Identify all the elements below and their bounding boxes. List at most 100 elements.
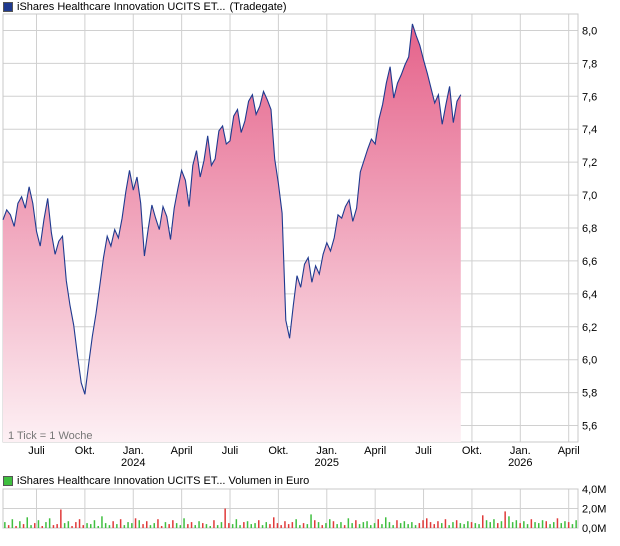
x-year-label: 2026 <box>508 457 532 469</box>
volume-bar <box>452 522 454 528</box>
volume-bar <box>190 522 193 528</box>
price-y-tick-label: 5,8 <box>582 388 597 400</box>
volume-bar <box>362 522 365 528</box>
volume-bar <box>78 519 81 528</box>
volume-bar <box>295 519 297 528</box>
x-tick-label: Jan. <box>123 445 144 457</box>
volume-bar <box>343 525 346 528</box>
volume-bar <box>123 525 126 528</box>
volume-bar <box>45 522 47 528</box>
x-tick-label: Okt. <box>268 445 288 457</box>
x-tick-label: April <box>558 445 580 457</box>
volume-y-tick-label: 0,0M <box>582 523 606 535</box>
volume-bar <box>332 521 335 528</box>
price-y-tick-label: 7,0 <box>582 190 597 202</box>
volume-chart-title: iShares Healthcare Innovation UCITS ET..… <box>17 475 310 487</box>
x-year-label: 2025 <box>315 457 339 469</box>
volume-bar <box>355 520 357 528</box>
volume-bar <box>273 517 275 528</box>
volume-bar <box>463 524 465 528</box>
volume-bar <box>403 521 406 528</box>
x-tick-label: April <box>364 445 386 457</box>
volume-bar <box>37 520 40 528</box>
x-year-label: 2024 <box>121 457 145 469</box>
volume-bar <box>228 523 230 528</box>
volume-bar <box>198 521 200 528</box>
volume-bar <box>508 516 510 528</box>
volume-bar <box>444 519 447 528</box>
volume-bar <box>243 522 245 528</box>
volume-bar <box>187 524 189 528</box>
volume-bar <box>377 519 379 528</box>
volume-bar <box>470 522 473 528</box>
volume-bar <box>119 519 122 528</box>
volume-bar <box>429 522 432 528</box>
price-y-tick-label: 7,8 <box>582 58 597 70</box>
volume-bar <box>41 526 43 528</box>
volume-bar <box>153 523 155 528</box>
volume-bar <box>265 522 267 528</box>
volume-bar <box>146 521 148 528</box>
volume-bar <box>254 523 256 528</box>
volume-bar <box>336 524 338 528</box>
volume-bar <box>93 520 96 528</box>
price-y-tick-label: 7,2 <box>582 157 597 169</box>
volume-bar <box>329 519 331 528</box>
volume-bar <box>541 520 544 528</box>
price-y-tick-label: 6,4 <box>582 289 597 301</box>
volume-bar <box>459 523 462 528</box>
volume-bar <box>478 524 480 528</box>
volume-bar <box>160 526 163 528</box>
volume-bar <box>30 525 32 528</box>
volume-bar <box>306 524 309 528</box>
volume-bar <box>366 521 368 528</box>
volume-bar <box>216 525 219 528</box>
x-tick-label: Juli <box>222 445 239 457</box>
volume-bar <box>504 511 506 528</box>
volume-bar <box>127 522 129 528</box>
volume-bar <box>534 522 536 528</box>
x-tick-label: April <box>171 445 193 457</box>
price-line <box>2 23 462 395</box>
volume-bar <box>437 521 439 528</box>
x-tick-label: Juli <box>415 445 432 457</box>
volume-bar <box>485 520 488 528</box>
volume-bar <box>399 523 402 528</box>
price-chart-title: iShares Healthcare Innovation UCITS ET..… <box>17 1 226 13</box>
volume-bar <box>467 521 469 528</box>
volume-bar <box>209 526 211 528</box>
volume-bar <box>553 522 555 528</box>
volume-bar <box>388 522 391 528</box>
volume-bar <box>22 524 25 528</box>
volume-bar <box>500 521 503 528</box>
volume-bar <box>246 521 249 528</box>
volume-bar <box>224 508 226 528</box>
volume-bar <box>48 518 51 529</box>
volume-bar <box>82 525 84 528</box>
volume-bar <box>441 523 443 528</box>
volume-bar <box>261 525 264 528</box>
volume-bar <box>347 518 350 529</box>
volume-bar <box>426 518 428 529</box>
volume-bar <box>317 522 320 528</box>
volume-bar <box>231 524 234 528</box>
volume-bar <box>131 523 133 528</box>
volume-bar <box>556 518 559 529</box>
x-tick-label: Jan. <box>510 445 531 457</box>
volume-bar <box>60 509 62 528</box>
volume-bar <box>205 524 208 528</box>
volume-bar <box>142 524 144 528</box>
volume-bar <box>164 522 167 528</box>
price-y-tick-label: 6,6 <box>582 256 597 268</box>
tick-note: 1 Tick = 1 Woche <box>8 430 92 442</box>
volume-bar <box>71 526 73 528</box>
volume-bar <box>407 524 409 528</box>
volume-bar <box>291 522 294 528</box>
volume-bar <box>220 522 223 528</box>
volume-bar <box>183 518 185 529</box>
volume-bar <box>86 523 88 528</box>
volume-bar <box>235 519 238 528</box>
volume-bar <box>269 524 271 528</box>
volume-bar <box>194 525 196 528</box>
